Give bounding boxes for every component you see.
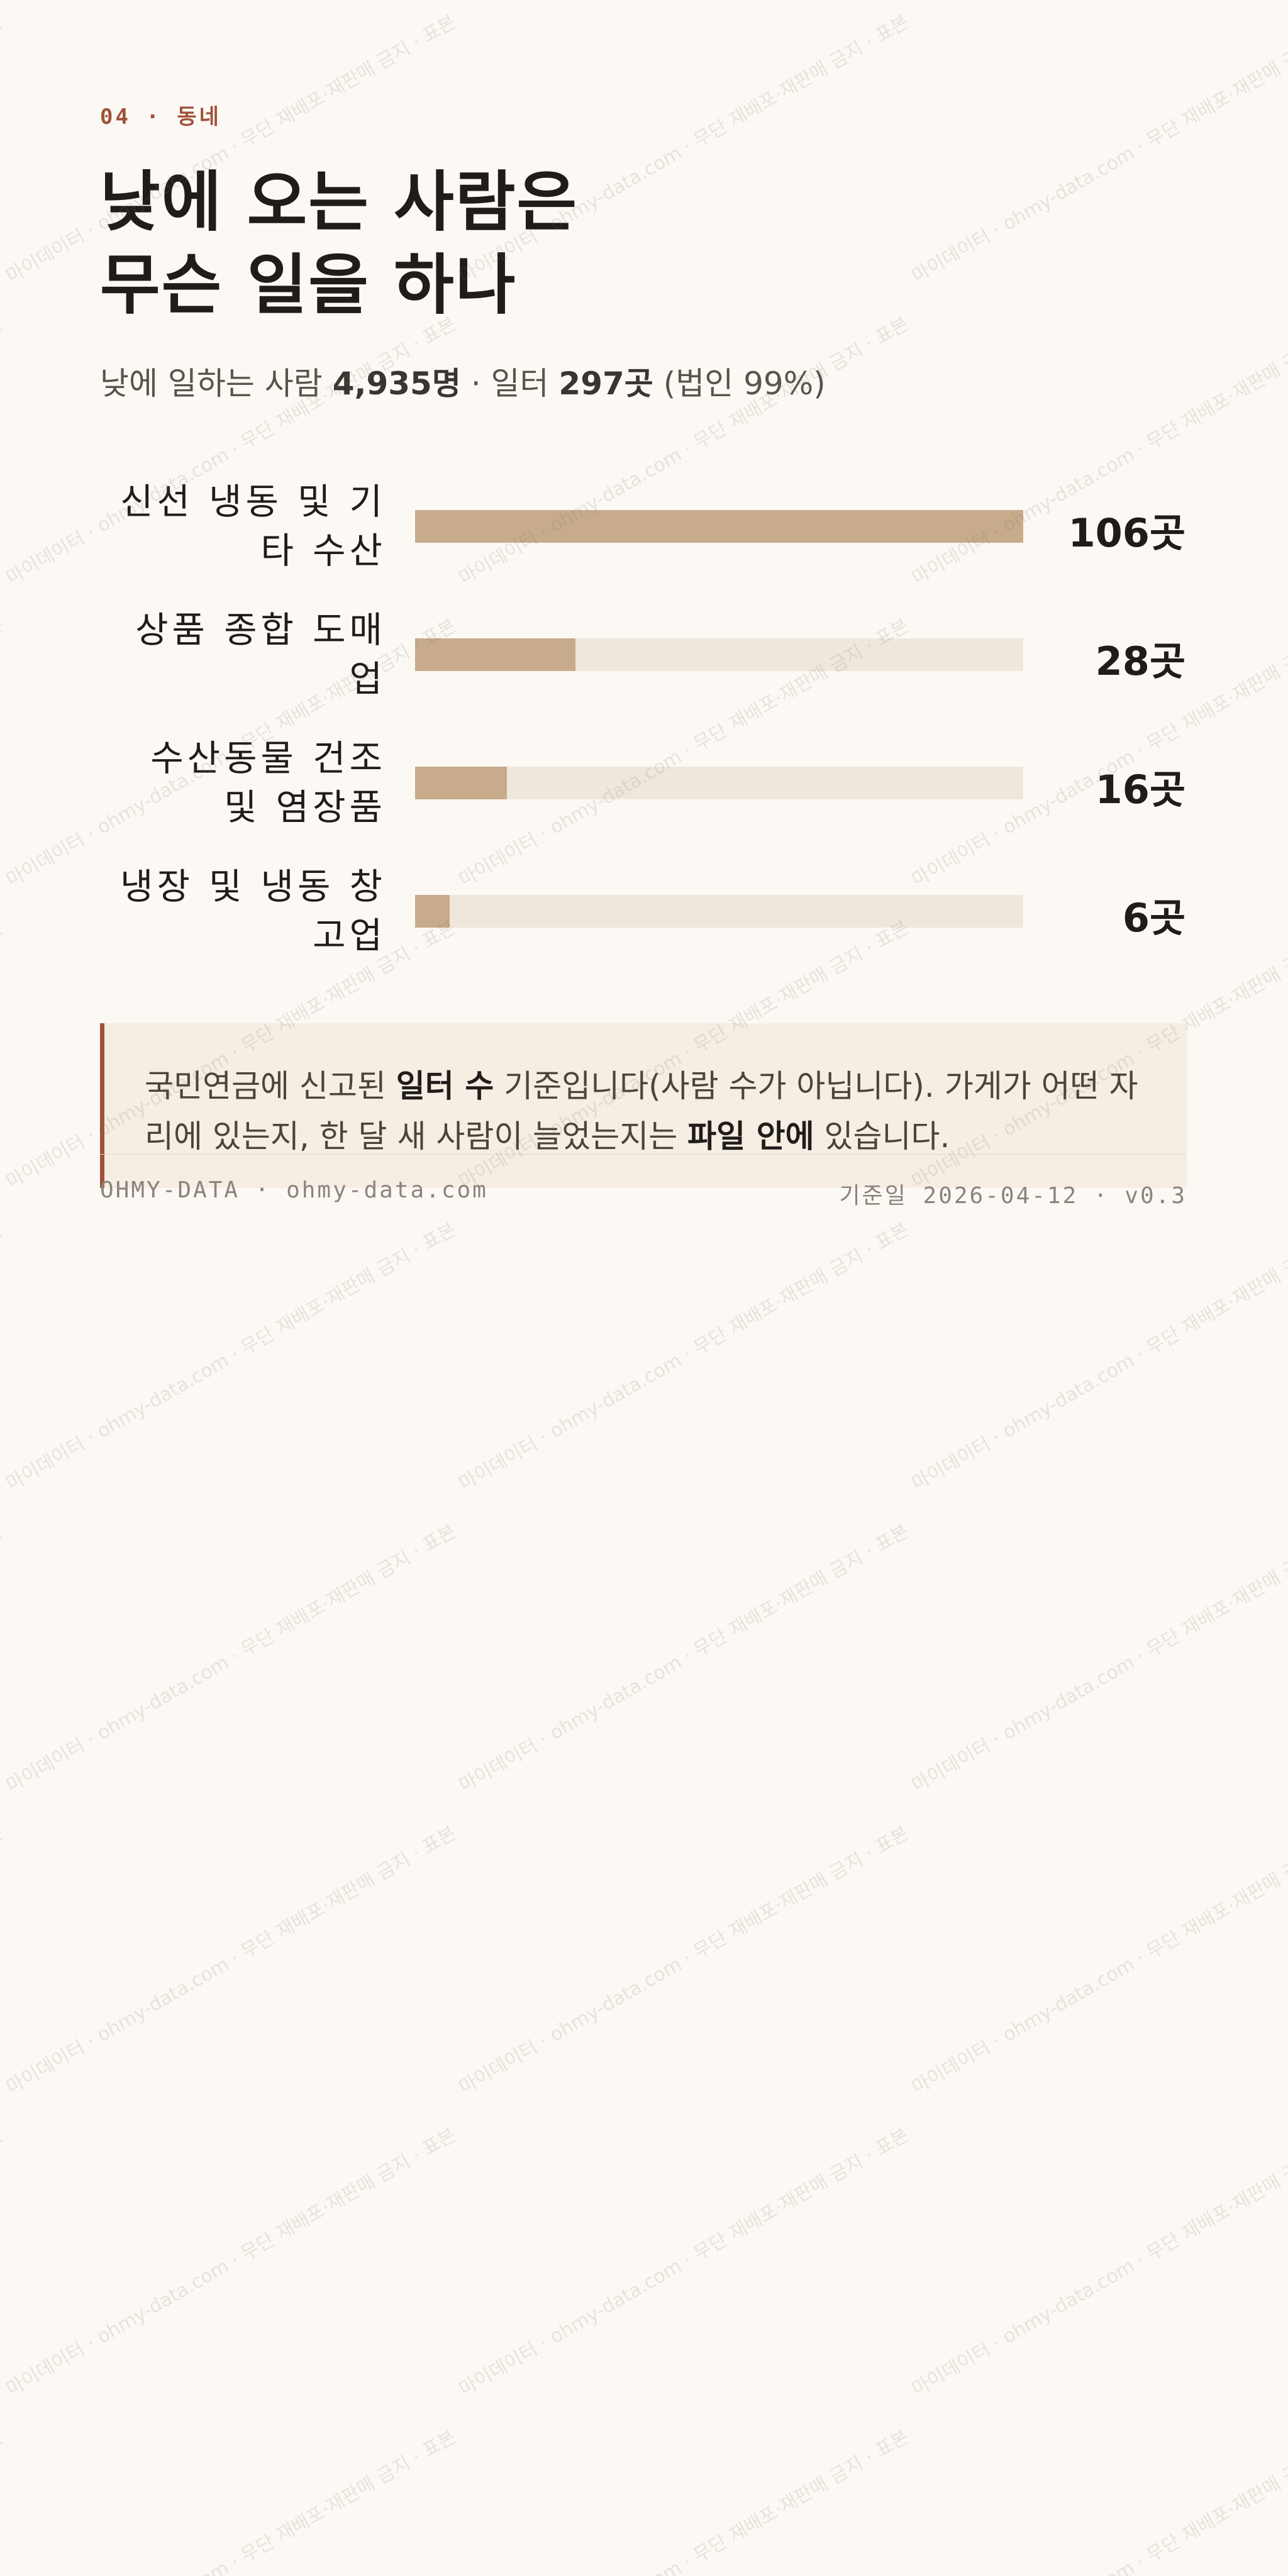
subtitle: 낮에 일하는 사람 4,935명 · 일터 297곳 (법인 99%) [100,358,826,404]
category-label: 수산동물 건조 및 염장품 [150,738,386,828]
value-label: 106곳 [1068,510,1185,556]
category-label: 신선 냉동 및 기타 수산 [120,481,386,572]
watermark: 마이데이터 · ohmy-data.com · 무단 재배포·재판매 금지 · … [3,1218,460,1496]
watermark: 마이데이터 · ohmy-data.com · 무단 재배포·재판매 금지 · … [455,1520,913,1797]
emphasis: 297곳 [558,365,653,402]
watermark: 마이데이터 · ohmy-data.com · 무단 재배포·재판매 금지 · … [455,2124,913,2401]
emphasis: 파일 안에 [687,1118,814,1155]
value-label: 28곳 [1095,638,1185,684]
bar-track [415,895,1023,928]
divider [100,1154,1187,1155]
watermark: 마이데이터 · ohmy-data.com · 무단 재배포·재판매 금지 · … [3,2426,460,2576]
footer-right: 기준일 2026-04-12 · v0.3 [839,1183,1187,1209]
bar [415,895,450,928]
watermark: 마이데이터 · ohmy-data.com · 무단 재배포·재판매 금지 · … [455,1218,913,1496]
watermark: 마이데이터 · ohmy-data.com · 무단 재배포·재판매 금지 · … [3,2124,460,2401]
category-label: 상품 종합 도매업 [135,609,386,700]
watermark: 마이데이터 · ohmy-data.com · 무단 재배포·재판매 금지 · … [0,1218,8,1495]
watermark: 마이데이터 · ohmy-data.com · 무단 재배포·재판매 금지 · … [908,1218,1288,1496]
watermark: 마이데이터 · ohmy-data.com · 무단 재배포·재판매 금지 · … [3,1822,460,2099]
text-run: 국민연금에 신고된 [145,1068,396,1104]
watermark: 마이데이터 · ohmy-data.com · 무단 재배포·재판매 금지 · … [455,1822,913,2099]
category-label: 냉장 및 냉동 창고업 [120,866,386,957]
bar [415,510,1023,543]
watermark: 마이데이터 · ohmy-data.com · 무단 재배포·재판매 금지 · … [0,313,8,589]
watermark: 마이데이터 · ohmy-data.com · 무단 재배포·재판매 금지 · … [455,2426,913,2576]
watermark: 마이데이터 · ohmy-data.com · 무단 재배포·재판매 금지 · … [0,2124,8,2401]
watermark: 마이데이터 · ohmy-data.com · 무단 재배포·재판매 금지 · … [3,1520,460,1797]
page: 04 · 동네 낮에 오는 사람은 무슨 일을 하나 낮에 일하는 사람 4,93… [0,11,1288,2576]
bar [415,767,507,799]
title-line: 무슨 일을 하나 [100,247,517,323]
bar-track [415,767,1023,799]
watermark: 마이데이터 · ohmy-data.com · 무단 재배포·재판매 금지 · … [908,2124,1288,2401]
chart-title: 낮에 오는 사람은 무슨 일을 하나 [100,160,578,326]
watermark: 마이데이터 · ohmy-data.com · 무단 재배포·재판매 금지 · … [0,1520,8,1797]
value-label: 16곳 [1095,767,1185,813]
watermark: 마이데이터 · ohmy-data.com · 무단 재배포·재판매 금지 · … [455,313,913,590]
text-run: (법인 99%) [653,365,826,402]
watermark: 마이데이터 · ohmy-data.com · 무단 재배포·재판매 금지 · … [0,1822,8,2099]
kicker: 04 · 동네 [100,104,221,130]
watermark: 마이데이터 · ohmy-data.com · 무단 재배포·재판매 금지 · … [908,11,1288,288]
emphasis: 일터 수 [396,1068,494,1104]
note: 국민연금에 신고된 일터 수 기준입니다(사람 수가 아닙니다). 가게가 어떤… [100,1023,1187,1188]
watermark: 마이데이터 · ohmy-data.com · 무단 재배포·재판매 금지 · … [0,614,8,891]
text-run: 낮에 일하는 사람 [100,365,333,402]
text-run: 기준입니다(사람 수가 아닙니다). 가게가 어떤 자리에 있는지, 한 달 새… [145,1068,1138,1155]
watermark: 마이데이터 · ohmy-data.com · 무단 재배포·재판매 금지 · … [908,1520,1288,1797]
watermark: 마이데이터 · ohmy-data.com · 무단 재배포·재판매 금지 · … [908,2426,1288,2576]
watermark: 마이데이터 · ohmy-data.com · 무단 재배포·재판매 금지 · … [908,1822,1288,2099]
watermark: 마이데이터 · ohmy-data.com · 무단 재배포·재판매 금지 · … [0,11,8,287]
watermark: 마이데이터 · ohmy-data.com · 무단 재배포·재판매 금지 · … [0,2426,8,2576]
footer-left: OHMY-DATA · ohmy-data.com [100,1177,488,1203]
emphasis: 4,935명 [332,365,461,402]
value-label: 6곳 [1122,895,1185,941]
title-line: 낮에 오는 사람은 [100,164,579,240]
bar [415,638,576,671]
watermark: 마이데이터 · ohmy-data.com · 무단 재배포·재판매 금지 · … [0,916,8,1193]
text-run: · 일터 [460,365,559,402]
text-run: 있습니다. [814,1118,950,1155]
